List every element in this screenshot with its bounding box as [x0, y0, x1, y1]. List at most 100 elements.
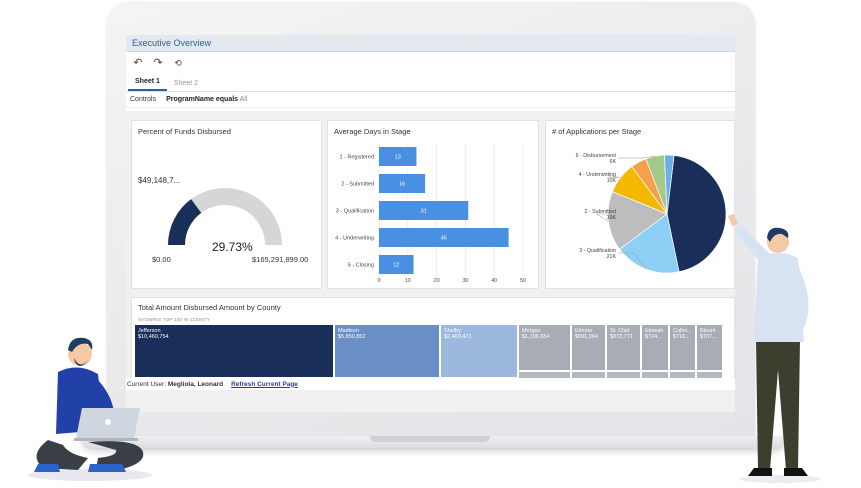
y-tick-label: 1 - Registered: [339, 155, 374, 161]
county-card: Total Amount Disbursed Amount by County …: [131, 297, 735, 389]
undo-icon[interactable]: ↶: [133, 56, 143, 69]
sheet-tabs: Sheet 1 Sheet 2: [126, 73, 735, 92]
bar-value-label: 12: [393, 263, 399, 269]
apps-pie-chart: 3 - Qualification 21K 2 - Submitted 19K 4 - …: [576, 153, 727, 274]
filter-value: All: [239, 96, 248, 103]
funds-max-label: $165,291,899.00: [252, 255, 309, 264]
bar-value-label: 45: [441, 236, 447, 242]
treemap-cell[interactable]: Jefferson $10,460,754: [135, 325, 333, 377]
user-label: Current User:: [127, 380, 167, 388]
gauge-fill: [168, 199, 202, 245]
treemap-cell-value: $2,469,471: [444, 334, 472, 341]
tab-sheet-2[interactable]: Sheet 2: [173, 80, 199, 87]
pie-slice[interactable]: [607, 191, 668, 250]
treemap-cell-name: Morgan: [522, 328, 541, 334]
page-title: Executive Overview: [126, 35, 735, 52]
treemap-cell-value: $872,771: [610, 334, 633, 341]
x-tick-label: 20: [434, 278, 440, 284]
treemap-cell-value: $5,850,852: [338, 334, 366, 341]
treemap-cell-name: Madison: [338, 328, 359, 334]
treemap-cell[interactable]: Madison $5,850,852: [335, 325, 439, 377]
days-title: Average Days in Stage: [334, 127, 411, 136]
treemap-cell-name: Jefferson: [138, 328, 161, 334]
pie-label: 6 - Disbursement 6K: [576, 153, 617, 165]
days-card: Average Days in Stage 0 10 20 30 40 50 1 - Reg…: [327, 120, 539, 289]
treemap-cell-name: St. Clair: [610, 328, 630, 334]
treemap-cell[interactable]: [642, 372, 668, 382]
status-bar: Current User: Megliola, Leonard Refresh …: [126, 378, 735, 390]
apps-title: # of Applications per Stage: [552, 127, 642, 136]
bar-value-label: 31: [421, 209, 427, 215]
user-name: Megliola, Leonard: [167, 380, 224, 388]
treemap-cell[interactable]: [519, 372, 570, 382]
pie-leader-line: [618, 252, 647, 270]
treemap-cell-name: Blount: [700, 328, 716, 334]
county-title: Total Amount Disbursed Amount by County: [138, 303, 281, 312]
program-filter[interactable]: ProgramName equals All: [166, 96, 247, 103]
bar-value-label: 16: [399, 182, 405, 188]
controls-label[interactable]: Controls: [130, 96, 157, 103]
funds-min-label: $0.00: [152, 255, 171, 264]
treemap-cell-value: $891,064: [575, 334, 598, 341]
apps-card: # of Applications per Stage 3 - Qualific…: [545, 120, 735, 289]
bar[interactable]: [379, 228, 509, 247]
bar[interactable]: [379, 201, 469, 220]
tab-sheet-1[interactable]: Sheet 1: [128, 74, 167, 91]
y-tick-label: 5 - Closing: [348, 263, 374, 269]
treemap-cell-name: Cullm...: [673, 328, 692, 334]
refresh-link[interactable]: Refresh Current Page: [231, 380, 298, 388]
treemap-cell[interactable]: Etowah $724...: [642, 325, 668, 370]
treemap-cell[interactable]: Morgan $1,196,654: [519, 325, 570, 370]
county-treemap: Jefferson $10,460,754 Madison $5,850,852 She…: [135, 325, 727, 390]
dashboard-app: Executive Overview ↶ ↷ ⟲ Sheet 1 Sheet 2…: [126, 35, 735, 412]
treemap-cell[interactable]: [697, 372, 722, 382]
x-tick-label: 50: [520, 278, 526, 284]
pie-label: 4 - Underwriting 10K: [579, 172, 617, 184]
x-tick-label: 40: [491, 278, 497, 284]
treemap-cell-value: $707...: [700, 334, 717, 341]
pie-leader-line: [595, 213, 618, 222]
y-tick-label: 4 - Underwriting: [335, 236, 374, 242]
funds-card: Percent of Funds Disbursed $49,148,7... …: [131, 120, 322, 289]
sitting-man-illustration: [28, 337, 152, 481]
redo-icon[interactable]: ↷: [153, 56, 163, 69]
history-icon[interactable]: ⟲: [174, 57, 182, 68]
toolbar: ↶ ↷ ⟲: [126, 52, 735, 73]
treemap-cell-name: Etowah: [645, 328, 664, 334]
pie-slice[interactable]: [664, 154, 675, 215]
treemap-cell-value: $1,196,654: [522, 334, 550, 341]
treemap-cell[interactable]: [607, 372, 640, 382]
pie-label: 2 - Submitted 19K: [584, 209, 616, 221]
standing-man-illustration: [728, 214, 820, 483]
treemap-cell-value: $724...: [645, 334, 662, 341]
bar[interactable]: [379, 174, 426, 193]
bar[interactable]: [379, 147, 417, 166]
treemap-cell[interactable]: Shelby $2,469,471: [441, 325, 517, 377]
treemap-cell[interactable]: Blount $707...: [697, 325, 722, 370]
funds-value-label: $49,148,7...: [138, 176, 181, 185]
gauge-track: [168, 188, 282, 245]
laptop-notch: [370, 436, 490, 442]
treemap-cell-name: Shelby: [444, 328, 461, 334]
funds-percent: 29.73%: [212, 240, 253, 254]
funds-gauge: [168, 188, 282, 245]
pie-label: 3 - Qualification 21K: [579, 248, 616, 260]
pie-leader-line: [608, 176, 621, 178]
y-tick-label: 2 - Submitted: [341, 182, 374, 188]
treemap-cell[interactable]: Elmore $891,064: [572, 325, 605, 370]
funds-title: Percent of Funds Disbursed: [138, 127, 231, 136]
pie-slice[interactable]: [666, 155, 727, 273]
current-user: Current User: Megliola, Leonard: [127, 381, 223, 388]
filter-field: ProgramName equals: [166, 96, 239, 103]
treemap-cell[interactable]: Cullm... $716...: [670, 325, 695, 370]
treemap-cell[interactable]: [670, 372, 695, 382]
treemap-cell[interactable]: St. Clair $872,771: [607, 325, 640, 370]
pie-leader-line: [618, 155, 656, 159]
bar-value-label: 13: [395, 155, 401, 161]
treemap-cell-value: $10,460,754: [138, 334, 169, 341]
treemap-cell-name: Elmore: [575, 328, 593, 334]
treemap-cell[interactable]: [572, 372, 605, 382]
bar[interactable]: [379, 255, 414, 274]
treemap-cell-value: $716...: [673, 334, 690, 341]
